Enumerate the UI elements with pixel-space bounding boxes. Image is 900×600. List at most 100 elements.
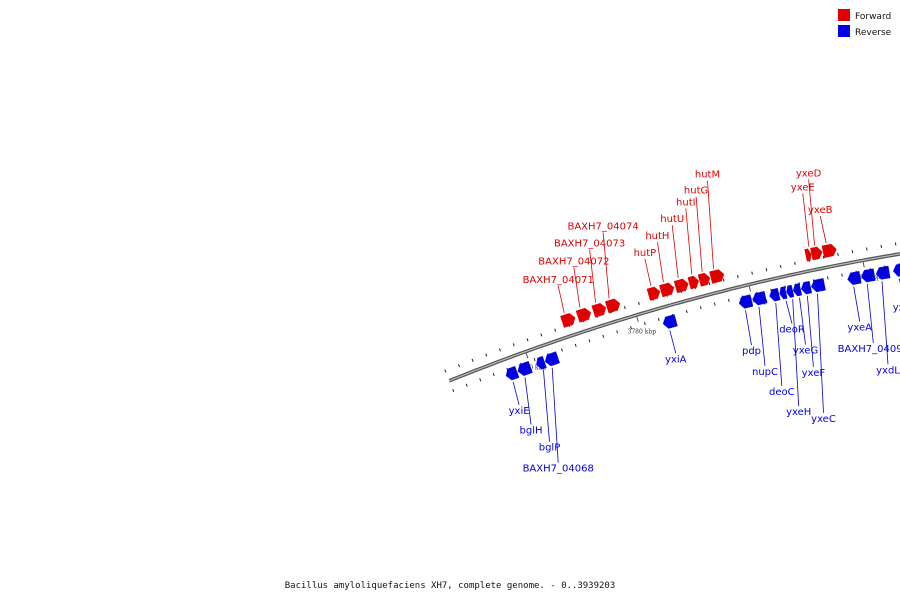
reverse-gene-leader bbox=[817, 293, 824, 413]
reverse-gene-label[interactable]: bglH bbox=[520, 425, 543, 436]
forward-gene[interactable] bbox=[804, 248, 812, 262]
reverse-gene-label[interactable]: nupC bbox=[752, 367, 778, 378]
minor-tick bbox=[643, 321, 646, 326]
reverse-gene[interactable] bbox=[875, 265, 891, 280]
forward-gene-leader bbox=[685, 208, 693, 275]
minor-tick bbox=[554, 328, 557, 332]
forward-gene-label[interactable]: hutG bbox=[684, 186, 708, 197]
reverse-gene-label[interactable]: yxeF bbox=[802, 368, 826, 379]
forward-gene[interactable] bbox=[591, 302, 607, 318]
forward-gene-leader bbox=[808, 179, 815, 246]
genome-caption: Bacillus amyloliquefaciens XH7, complete… bbox=[285, 581, 616, 591]
minor-tick bbox=[540, 333, 543, 337]
minor-tick bbox=[457, 364, 460, 368]
scale-tick bbox=[525, 353, 529, 359]
reverse-gene[interactable] bbox=[861, 268, 876, 283]
forward-gene[interactable] bbox=[560, 312, 576, 328]
reverse-gene-leader bbox=[785, 300, 793, 324]
reverse-gene-label[interactable]: deoR bbox=[779, 325, 805, 336]
forward-gene-leader bbox=[589, 249, 596, 303]
forward-gene-label[interactable]: hutU bbox=[660, 214, 684, 225]
scale-tick-label: 3790 kbp bbox=[739, 298, 768, 305]
reverse-gene-label[interactable]: BAXH7_04068 bbox=[523, 464, 594, 475]
forward-gene[interactable] bbox=[709, 269, 725, 284]
legend-reverse-label: Reverse bbox=[855, 28, 892, 38]
forward-gene[interactable] bbox=[673, 278, 689, 294]
forward-gene-label[interactable]: BAXH7_04071 bbox=[523, 275, 594, 286]
reverse-gene-label[interactable]: pdp bbox=[742, 346, 761, 357]
reverse-gene-label[interactable]: yxeH bbox=[786, 407, 811, 418]
minor-tick bbox=[685, 309, 688, 314]
reverse-gene[interactable] bbox=[847, 271, 862, 285]
reverse-gene-label[interactable]: yxeG bbox=[793, 346, 818, 357]
minor-tick bbox=[851, 250, 854, 254]
reverse-gene-label[interactable]: yxeA bbox=[847, 323, 872, 334]
reverse-gene[interactable] bbox=[792, 283, 803, 297]
reverse-gene[interactable] bbox=[662, 314, 678, 329]
minor-tick bbox=[623, 306, 626, 310]
reverse-gene[interactable] bbox=[779, 286, 788, 300]
forward-gene[interactable] bbox=[687, 275, 699, 290]
reverse-gene-label[interactable]: yxdK bbox=[893, 302, 900, 313]
reverse-gene-label[interactable]: deoC bbox=[769, 387, 795, 398]
forward-gene-label[interactable]: BAXH7_04074 bbox=[567, 221, 638, 232]
reverse-gene-label[interactable]: bglP bbox=[539, 443, 561, 454]
scale-tick bbox=[862, 262, 865, 268]
reverse-gene[interactable] bbox=[752, 291, 768, 306]
minor-tick bbox=[616, 330, 619, 334]
reverse-gene[interactable] bbox=[544, 351, 560, 367]
forward-gene[interactable] bbox=[697, 272, 711, 287]
reverse-gene-label[interactable]: yxdL bbox=[876, 365, 900, 376]
minor-tick bbox=[588, 339, 591, 343]
reverse-gene[interactable] bbox=[517, 361, 533, 376]
forward-gene-label[interactable]: hutM bbox=[695, 170, 720, 181]
reverse-gene-label[interactable]: yxiE bbox=[509, 406, 530, 417]
forward-gene[interactable] bbox=[604, 298, 621, 314]
reverse-gene[interactable] bbox=[800, 280, 813, 295]
scale-tick-label: 3780 kbp bbox=[628, 328, 657, 335]
forward-gene-label[interactable]: hutP bbox=[634, 248, 657, 259]
forward-gene-label[interactable]: BAXH7_04072 bbox=[538, 257, 609, 268]
forward-gene-label[interactable]: yxeD bbox=[796, 168, 822, 179]
forward-gene[interactable] bbox=[821, 243, 837, 258]
forward-gene-leader bbox=[557, 285, 565, 313]
minor-tick bbox=[561, 348, 563, 352]
reverse-gene-leader bbox=[745, 310, 752, 346]
forward-gene-label[interactable]: yxeB bbox=[808, 205, 833, 216]
legend-reverse-swatch bbox=[838, 25, 850, 37]
reverse-gene[interactable] bbox=[811, 278, 826, 293]
forward-gene-leader bbox=[819, 215, 827, 244]
forward-gene-leader bbox=[695, 196, 703, 272]
reverse-gene-label[interactable]: BAXH7_04096 bbox=[838, 344, 900, 355]
forward-gene[interactable] bbox=[810, 246, 823, 261]
reverse-gene-label[interactable]: yxiA bbox=[665, 354, 687, 365]
forward-gene-label[interactable]: hutI bbox=[676, 197, 696, 208]
minor-tick bbox=[866, 247, 868, 251]
minor-tick bbox=[727, 298, 730, 302]
minor-tick bbox=[713, 302, 716, 306]
reverse-gene-leader bbox=[866, 283, 874, 344]
forward-gene[interactable] bbox=[646, 286, 661, 301]
minor-tick bbox=[574, 343, 577, 347]
forward-gene-label[interactable]: hutH bbox=[645, 231, 669, 242]
minor-tick bbox=[630, 326, 632, 330]
reverse-gene[interactable] bbox=[505, 365, 520, 381]
minor-tick bbox=[452, 388, 455, 393]
minor-tick bbox=[827, 276, 829, 280]
reverse-gene-label[interactable]: yxeC bbox=[811, 414, 836, 425]
forward-gene[interactable] bbox=[659, 282, 675, 298]
reverse-gene[interactable] bbox=[536, 355, 547, 370]
minor-tick bbox=[841, 273, 843, 277]
reverse-gene[interactable] bbox=[738, 294, 754, 309]
reverse-gene[interactable] bbox=[769, 287, 781, 302]
reverse-gene-leader bbox=[792, 299, 800, 407]
forward-gene[interactable] bbox=[575, 307, 592, 323]
reverse-gene[interactable] bbox=[786, 284, 795, 298]
scale-tick-label: 3770 kbp bbox=[518, 365, 547, 372]
forward-gene-label[interactable]: yxeE bbox=[791, 183, 815, 194]
reverse-gene[interactable] bbox=[892, 263, 900, 277]
forward-gene-leader bbox=[802, 193, 810, 247]
forward-gene-label[interactable]: BAXH7_04073 bbox=[554, 239, 625, 250]
